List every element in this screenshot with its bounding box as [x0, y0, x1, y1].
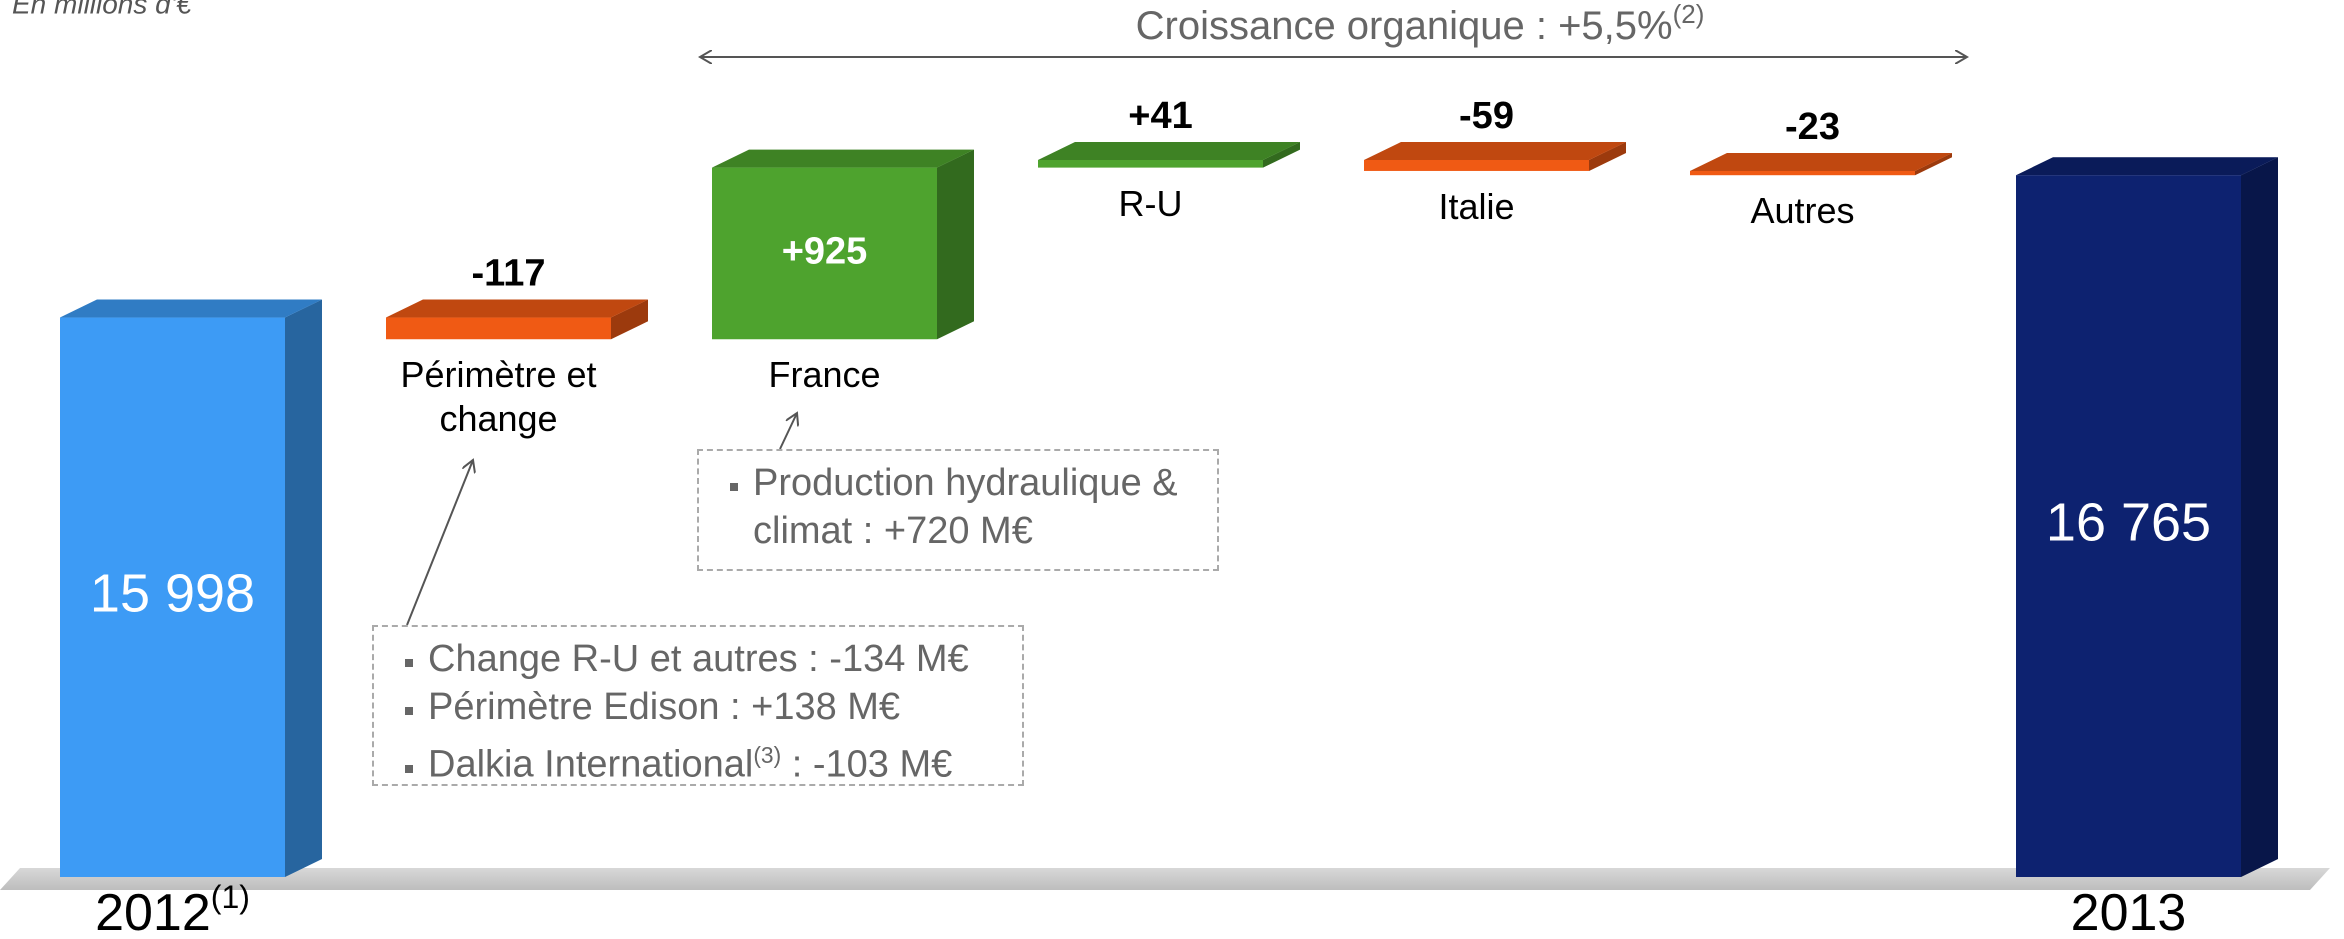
x-tick-label: Périmètre et change	[400, 354, 597, 440]
bar-side-shade	[285, 299, 322, 878]
bar-top-shade	[712, 149, 974, 168]
bar-top-shade	[1690, 152, 1952, 171]
callout-text: Change R-U et autres : -134 M€	[428, 638, 969, 680]
value-label: -23	[1785, 106, 1840, 148]
x-tick-label: Autres	[1750, 190, 1855, 232]
callout-text: Périmètre Edison : +138 M€	[428, 686, 901, 728]
x-tick-label: Italie	[1438, 185, 1515, 227]
bar-group	[386, 299, 648, 340]
callout-item: Dalkia International(3) : -103 M€	[428, 731, 1004, 789]
bar-side-shade	[1263, 142, 1300, 168]
bar-side-shade	[2241, 157, 2278, 878]
bar	[386, 317, 611, 340]
subtitle: En millions d'€	[12, 0, 193, 19]
x-tick-label: 2013	[2071, 884, 2187, 939]
bar-side	[285, 299, 322, 878]
callout-text: Dalkia International	[428, 743, 754, 786]
callout-box: Change R-U et autres : -134 M€ Périmètre …	[372, 625, 1024, 786]
callout-item: Change R-U et autres : -134 M€	[428, 635, 1004, 683]
growth-note: (2)	[1673, 0, 1705, 29]
bar-group	[712, 149, 974, 340]
bar-side-shade	[611, 299, 648, 340]
bar-side	[1589, 142, 1626, 171]
callout-item: Périmètre Edison : +138 M€	[428, 683, 1004, 731]
bar-side	[2241, 157, 2278, 878]
growth-text: Croissance organique : +5,5%	[1136, 4, 1673, 48]
bar-side	[1263, 142, 1300, 168]
value-label: +41	[1128, 95, 1192, 137]
bar-group	[1690, 152, 1952, 176]
callout-list: Production hydraulique & climat : +720 M…	[699, 459, 1199, 555]
x-tick-label: France	[768, 354, 881, 396]
bar-top-shade	[1364, 142, 1626, 160]
x-tick-label: R-U	[1118, 182, 1183, 224]
bar-top	[1038, 142, 1300, 160]
floor-shadow	[0, 868, 2330, 890]
callout-arrow	[779, 413, 797, 450]
callout-text: : -103 M€	[791, 743, 953, 786]
bar-side-shade	[1915, 152, 1952, 176]
bar-top	[386, 299, 648, 318]
bar-group	[2016, 157, 2278, 878]
bar-top-shade	[60, 299, 322, 318]
bar-top	[1690, 152, 1952, 171]
bar-side	[937, 149, 974, 340]
callout-note: (3)	[753, 742, 782, 768]
bar-top-shade	[2016, 157, 2278, 176]
bar	[1690, 170, 1915, 176]
bar	[712, 167, 937, 340]
x-tick-label: 2012(1)	[95, 879, 250, 939]
bar	[1038, 160, 1263, 168]
bar	[2016, 175, 2241, 878]
callout-arrow	[406, 460, 473, 626]
bar-top-shade	[386, 299, 648, 318]
value-label: -59	[1459, 95, 1514, 137]
bar-top-shade	[1038, 142, 1300, 160]
bar	[60, 317, 285, 878]
callout-item: Production hydraulique & climat : +720 M…	[753, 459, 1199, 555]
bar-side	[1915, 152, 1952, 176]
bar-group	[60, 299, 322, 878]
callout-text: Production hydraulique & climat : +720 M…	[753, 462, 1178, 552]
callout-list: Change R-U et autres : -134 M€ Périmètre …	[374, 635, 1004, 789]
growth-label: Croissance organique : +5,5%(2)	[1136, 0, 1705, 48]
category: 2012	[95, 884, 211, 939]
category: 2013	[2071, 884, 2187, 939]
bar-side	[611, 299, 648, 340]
bar-group	[1038, 142, 1300, 168]
bar-top	[1364, 142, 1626, 160]
bar-group	[1364, 142, 1626, 171]
bar-side-shade	[937, 149, 974, 340]
bar-top	[712, 149, 974, 168]
value-label: -117	[472, 253, 546, 295]
value-label: +925	[782, 230, 868, 272]
bar-top	[60, 299, 322, 318]
category-note: (1)	[211, 879, 250, 915]
value-label: 16 765	[2046, 492, 2211, 552]
bar-side-shade	[1589, 142, 1626, 171]
bar	[1364, 160, 1589, 171]
callout-box: Production hydraulique & climat : +720 M…	[697, 449, 1219, 571]
value-label: 15 998	[90, 564, 255, 624]
bar-top	[2016, 157, 2278, 176]
